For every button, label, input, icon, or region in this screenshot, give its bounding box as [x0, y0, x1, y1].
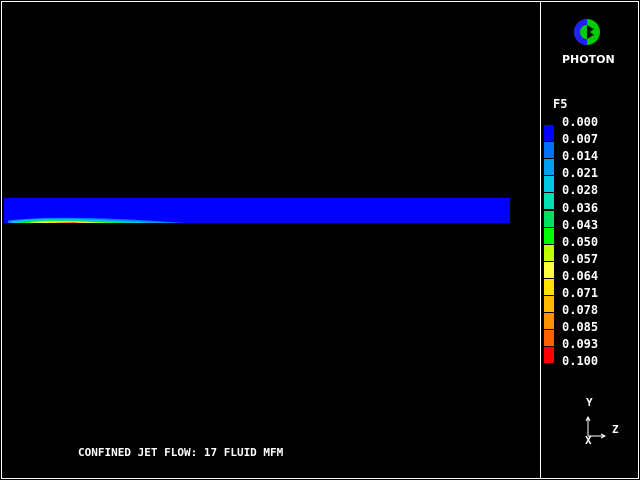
legend-label: 0.100: [562, 354, 599, 369]
legend-swatch: [544, 142, 554, 159]
legend-swatch: [544, 244, 554, 261]
photon-logo-icon: [574, 19, 600, 45]
plot-title: CONFINED JET FLOW: 17 FLUID MFM: [78, 446, 284, 459]
jet-plume: [8, 217, 186, 223]
logo-text: PHOTON: [562, 53, 615, 66]
legend-label: 0.036: [562, 200, 599, 215]
legend-label: 0.071: [562, 286, 599, 300]
legend-label: 0.064: [562, 268, 599, 283]
axis-label-z: Z: [612, 423, 619, 436]
legend-swatch: [544, 278, 554, 295]
legend-label: 0.043: [562, 217, 599, 232]
legend-label: 0.000: [562, 115, 599, 129]
legend-label: 0.028: [562, 183, 599, 198]
axis-label-y: Y: [586, 396, 593, 409]
legend-swatch: [544, 313, 554, 330]
photon-logo: PHOTON: [562, 17, 615, 66]
contour-plot[interactable]: [0, 0, 540, 480]
legend-swatch: [544, 227, 554, 244]
legend-swatch: [544, 261, 554, 278]
legend-label: 0.021: [562, 166, 599, 181]
legend-label: 0.093: [562, 337, 599, 352]
legend-swatch: [544, 330, 554, 347]
legend-label: 0.007: [562, 132, 599, 147]
legend-variable: F5: [553, 97, 568, 111]
legend-swatch: [544, 296, 554, 312]
legend-label: 0.078: [562, 303, 599, 318]
legend-label: 0.050: [562, 234, 599, 249]
legend-swatch: [544, 347, 554, 364]
legend-label: 0.085: [562, 320, 599, 335]
legend-swatch: [544, 159, 554, 176]
legend-swatch: [544, 210, 554, 227]
axis-triad: [585, 415, 607, 439]
legend-swatch: [544, 193, 554, 210]
legend-label: 0.014: [562, 149, 599, 164]
legend-swatch: [544, 125, 554, 141]
axis-label-x: X: [585, 434, 592, 447]
legend-label: 0.057: [562, 251, 599, 266]
panel-divider: [540, 2, 541, 478]
legend-swatch: [544, 176, 554, 193]
plume-contour: [72, 222, 76, 223]
